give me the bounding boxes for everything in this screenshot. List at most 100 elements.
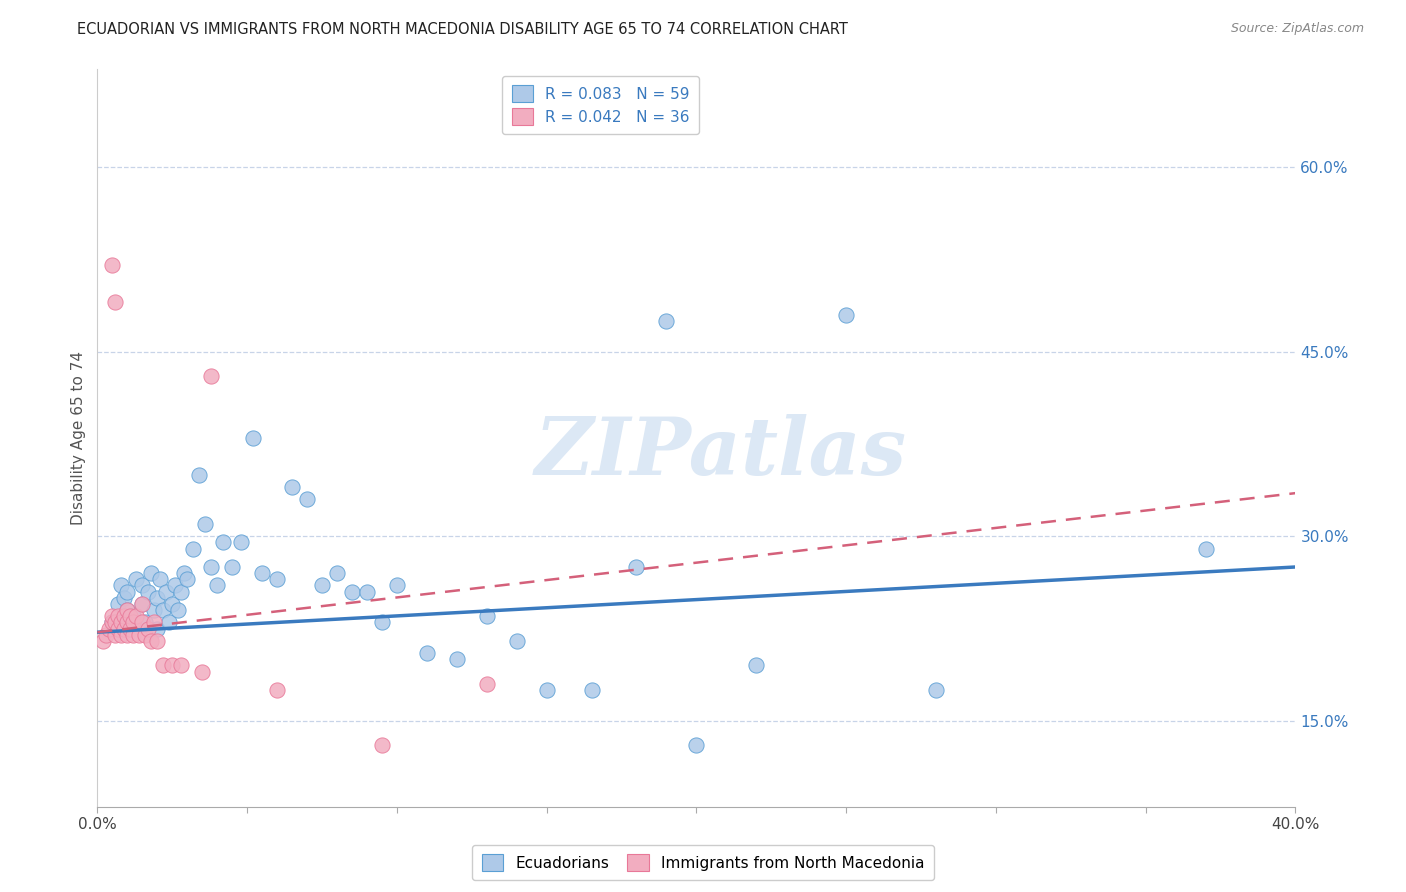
Point [200,369,222,384]
Point [131,597,153,611]
Point [925,683,948,698]
Point [104,615,127,630]
Point [122,615,145,630]
Point [340,584,363,599]
Point [416,646,439,660]
Point [266,683,288,698]
Point [536,683,558,698]
Point [181,541,204,556]
Point [212,535,235,549]
Point [117,622,139,636]
Point [152,658,174,673]
Text: ZIPatlas: ZIPatlas [534,414,907,491]
Point [221,560,243,574]
Point [160,658,183,673]
Point [98,622,121,636]
Point [96,628,118,642]
Point [326,566,349,581]
Point [104,295,127,310]
Point [242,431,264,445]
Point [205,578,228,592]
Point [112,609,135,624]
Point [146,633,169,648]
Point [110,628,132,642]
Y-axis label: Disability Age 65 to 74: Disability Age 65 to 74 [72,351,86,524]
Point [143,615,166,630]
Point [110,578,132,592]
Point [117,603,139,617]
Point [155,584,177,599]
Point [475,609,498,624]
Text: Source: ZipAtlas.com: Source: ZipAtlas.com [1230,22,1364,36]
Point [101,615,124,630]
Point [131,615,153,630]
Point [176,572,198,586]
Point [101,609,124,624]
Point [371,739,394,753]
Point [117,628,139,642]
Point [101,615,124,630]
Point [122,628,145,642]
Point [104,628,127,642]
Point [188,467,211,482]
Point [107,622,129,636]
Point [112,622,135,636]
Point [141,633,163,648]
Point [160,597,183,611]
Point [475,677,498,691]
Point [385,578,408,592]
Text: ECUADORIAN VS IMMIGRANTS FROM NORTH MACEDONIA DISABILITY AGE 65 TO 74 CORRELATIO: ECUADORIAN VS IMMIGRANTS FROM NORTH MACE… [77,22,848,37]
Point [112,591,135,605]
Point [117,584,139,599]
Point [128,628,150,642]
Point [229,535,252,549]
Point [146,591,169,605]
Point [173,566,195,581]
Point [125,572,148,586]
Point [117,615,139,630]
Point [107,597,129,611]
Point [107,609,129,624]
Point [266,572,288,586]
Point [745,658,768,673]
Point [122,609,145,624]
Point [835,308,858,322]
Point [685,739,707,753]
Point [167,603,190,617]
Point [371,615,394,630]
Point [626,560,648,574]
Point [131,578,153,592]
Point [136,622,159,636]
Point [110,615,132,630]
Point [157,615,180,630]
Point [295,492,318,507]
Legend: R = 0.083   N = 59, R = 0.042   N = 36: R = 0.083 N = 59, R = 0.042 N = 36 [502,76,699,134]
Point [356,584,378,599]
Point [191,665,214,679]
Point [446,652,468,666]
Point [194,516,217,531]
Point [134,628,156,642]
Point [581,683,603,698]
Point [170,584,193,599]
Point [136,584,159,599]
Point [505,633,527,648]
Point [149,572,172,586]
Point [141,566,163,581]
Point [93,633,115,648]
Point [143,603,166,617]
Point [117,603,139,617]
Point [200,560,222,574]
Legend: Ecuadorians, Immigrants from North Macedonia: Ecuadorians, Immigrants from North Maced… [472,845,934,880]
Point [655,314,678,328]
Point [311,578,333,592]
Point [250,566,273,581]
Point [165,578,187,592]
Point [101,259,124,273]
Point [146,622,169,636]
Point [152,603,174,617]
Point [281,480,304,494]
Point [131,597,153,611]
Point [1194,541,1216,556]
Point [134,615,156,630]
